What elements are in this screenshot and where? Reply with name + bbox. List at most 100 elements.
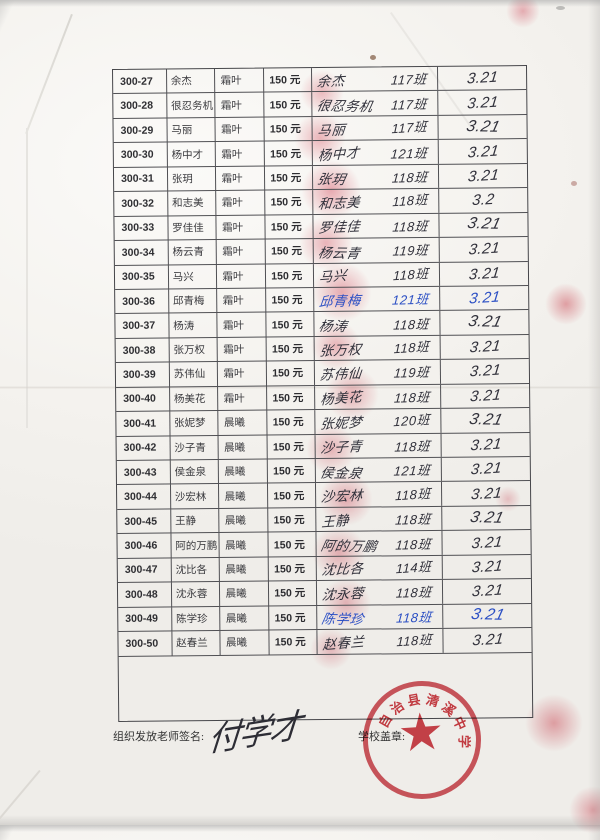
date-cell: 3.21 xyxy=(442,433,530,457)
printed-name: 很忍务机 xyxy=(166,93,215,118)
date-cell: 3.21 xyxy=(441,286,529,310)
school-seal-label: 学校盖章: xyxy=(358,731,406,743)
fold-crease xyxy=(0,769,41,840)
amount: 150 元 xyxy=(268,483,317,508)
signature-cell: 张万权 118班 xyxy=(314,335,442,361)
handwritten-class: 118班 xyxy=(395,609,433,626)
handwritten-date: 3.21 xyxy=(464,117,502,136)
handwritten-date: 3.21 xyxy=(470,581,504,601)
printed-name: 杨云青 xyxy=(168,240,217,264)
signature-cell: 沈比各 114班 xyxy=(316,555,444,581)
handwritten-class: 118班 xyxy=(395,585,432,602)
handwritten-date: 3.21 xyxy=(467,239,501,259)
handwritten-class: 118班 xyxy=(393,389,431,406)
serial-number: 300-37 xyxy=(115,313,170,338)
amount: 150 元 xyxy=(265,165,314,190)
group-name: 霜叶 xyxy=(215,190,266,215)
handwritten-class: 117班 xyxy=(390,71,428,88)
amount: 150 元 xyxy=(266,312,315,337)
handwritten-class: 118班 xyxy=(394,536,432,553)
date-cell: 3.21 xyxy=(442,457,530,481)
handwritten-name: 陈学珍 xyxy=(320,611,366,628)
handwritten-name: 余杰 xyxy=(316,72,346,90)
handwritten-name: 张妮梦 xyxy=(319,414,364,432)
handwritten-date: 3.21 xyxy=(465,68,499,88)
serial-number: 300-47 xyxy=(117,558,172,583)
printed-name: 沈永蓉 xyxy=(171,582,220,607)
printed-name: 沙宏林 xyxy=(170,484,219,509)
printed-name: 罗佳佳 xyxy=(168,215,217,240)
amount: 150 元 xyxy=(265,239,314,264)
amount: 150 元 xyxy=(265,190,314,215)
handwritten-class: 118班 xyxy=(392,265,429,283)
serial-number: 300-39 xyxy=(115,362,170,387)
date-cell: 3.21 xyxy=(440,237,528,261)
amount: 150 元 xyxy=(268,459,317,483)
date-cell: 3.21 xyxy=(443,579,531,603)
group-name: 霜叶 xyxy=(217,361,268,386)
handwritten-class: 118班 xyxy=(393,438,431,455)
handwritten-date: 3.21 xyxy=(468,386,502,406)
school-stamp: ★ 自治县清溪中学 xyxy=(355,673,489,807)
amount: 150 元 xyxy=(269,581,318,606)
date-cell: 3.2 xyxy=(440,188,528,212)
paper-speck xyxy=(556,6,565,10)
amount: 150 元 xyxy=(269,630,318,655)
handwritten-name: 赵春兰 xyxy=(322,633,365,653)
printed-name: 沙子青 xyxy=(170,435,219,460)
printed-name: 和志美 xyxy=(167,191,216,216)
date-cell: 3.21 xyxy=(443,506,531,530)
serial-number: 300-42 xyxy=(116,436,171,460)
amount: 150 元 xyxy=(269,605,318,630)
handwritten-name: 沈永蓉 xyxy=(321,585,365,603)
date-cell: 3.21 xyxy=(443,555,531,579)
handwritten-name: 和志美 xyxy=(317,194,361,212)
serial-number: 300-32 xyxy=(114,191,169,216)
serial-number: 300-35 xyxy=(114,264,169,289)
serial-number: 300-43 xyxy=(116,460,171,485)
handwritten-date: 3.2 xyxy=(471,191,496,210)
handwritten-class: 118班 xyxy=(394,511,432,528)
handwritten-name: 沙宏林 xyxy=(320,488,364,505)
printed-name: 沈比各 xyxy=(171,557,220,582)
handwritten-name: 罗佳佳 xyxy=(317,219,362,237)
handwritten-class: 118班 xyxy=(393,339,430,357)
printed-name: 邱青梅 xyxy=(168,288,217,313)
handwritten-date: 3.21 xyxy=(469,459,503,479)
handwritten-date: 3.21 xyxy=(468,337,502,357)
serial-number: 300-38 xyxy=(115,338,170,363)
group-name: 晨曦 xyxy=(219,557,270,582)
fold-crease xyxy=(26,128,28,428)
signature-cell: 杨美花 118班 xyxy=(315,384,442,410)
date-cell: 3.21 xyxy=(441,384,529,408)
serial-number: 300-48 xyxy=(117,582,172,607)
amount: 150 元 xyxy=(267,410,316,435)
serial-number: 300-30 xyxy=(113,142,168,167)
handwritten-name: 张万权 xyxy=(318,341,363,359)
printed-name: 赵春兰 xyxy=(172,631,221,655)
amount: 150 元 xyxy=(264,116,313,141)
printed-name: 马丽 xyxy=(167,117,216,142)
group-name: 霜叶 xyxy=(215,141,266,166)
serial-number: 300-45 xyxy=(117,509,172,534)
handwritten-name: 杨美花 xyxy=(320,389,363,408)
signature-cell: 罗佳佳 118班 xyxy=(313,213,441,239)
handwritten-date: 3.21 xyxy=(466,141,500,162)
handwritten-date: 3.21 xyxy=(466,93,500,113)
amount: 150 元 xyxy=(266,288,315,312)
group-name: 霜叶 xyxy=(214,68,265,93)
date-cell: 3.21 xyxy=(444,604,532,628)
pink-smudge xyxy=(569,786,600,834)
amount: 150 元 xyxy=(264,68,313,92)
serial-number: 300-27 xyxy=(113,69,167,94)
handwritten-class: 118班 xyxy=(394,485,431,503)
group-name: 晨曦 xyxy=(218,532,269,557)
date-cell: 3.21 xyxy=(441,310,529,334)
signature-cell: 阿的万鹏 118班 xyxy=(316,531,444,556)
printed-name: 杨美花 xyxy=(169,386,218,411)
pink-smudge xyxy=(506,0,540,28)
group-name: 晨曦 xyxy=(218,459,269,484)
signature-cell: 马丽 117班 xyxy=(312,115,440,141)
handwritten-name: 马兴 xyxy=(318,267,348,286)
handwritten-class: 118班 xyxy=(392,316,430,333)
